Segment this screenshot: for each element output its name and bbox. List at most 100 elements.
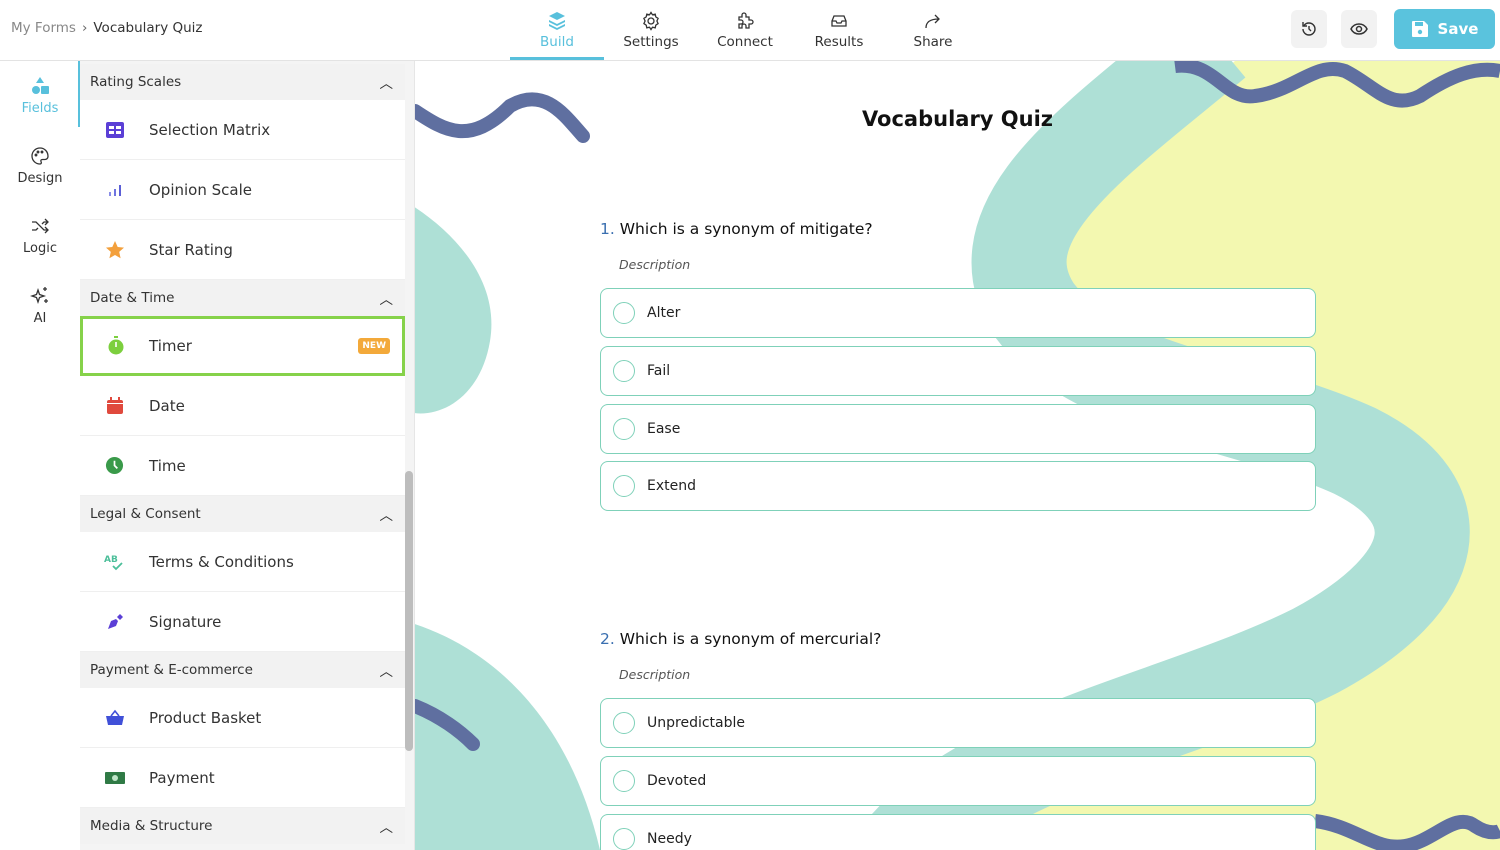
question-number: 2. [600,630,615,648]
share-icon [925,14,940,28]
option-unpredictable[interactable]: Unpredictable [600,698,1316,748]
rail-design[interactable]: Design [0,131,80,201]
rail-logic[interactable]: Logic [0,201,80,271]
field-opinion-scale[interactable]: Opinion Scale [80,160,405,220]
field-label: Date [149,396,185,415]
tab-connect[interactable]: Connect [698,0,792,60]
field-signature[interactable]: Signature [80,592,405,652]
section-payment-ecommerce[interactable]: Payment & E-commerce ︿ [80,652,405,688]
shapes-icon [32,77,49,94]
section-date-time[interactable]: Date & Time ︿ [80,280,405,316]
rail-ai[interactable]: AI [0,271,80,341]
breadcrumb: My Forms › Vocabulary Quiz [11,20,203,36]
bar-chart-icon [108,184,121,196]
option-label: Devoted [647,773,707,789]
field-selection-matrix[interactable]: Selection Matrix [80,100,405,160]
section-media-structure[interactable]: Media & Structure ︿ [80,808,405,844]
radio-button[interactable] [613,475,635,497]
section-title: Rating Scales [90,74,182,90]
radio-button[interactable] [613,360,635,382]
history-button[interactable] [1291,10,1327,48]
tab-results[interactable]: Results [792,0,886,60]
cash-icon [104,771,125,784]
form-title[interactable]: Vocabulary Quiz [861,107,1054,131]
chevron-up-icon[interactable]: ︿ [379,664,394,680]
field-payment[interactable]: Payment [80,748,405,808]
chevron-up-icon[interactable]: ︿ [379,76,394,92]
field-label: Product Basket [149,708,262,727]
tab-settings[interactable]: Settings [604,0,698,60]
option-fail[interactable]: Fail [600,346,1316,396]
tab-build[interactable]: Build [510,0,604,60]
field-product-basket[interactable]: Product Basket [80,688,405,748]
question-text: Which is a synonym of mitigate? [619,220,873,238]
inbox-icon [831,14,847,27]
gear-icon [643,10,659,31]
rail-label: Logic [23,241,57,256]
save-button[interactable]: Save [1394,9,1495,49]
question-1-title[interactable]: 1. Which is a synonym of mitigate? [600,220,873,238]
field-timer[interactable]: Timer NEW [80,316,405,376]
basket-icon [105,709,124,725]
section-rating-scales[interactable]: Rating Scales ︿ [80,64,405,100]
field-label: Selection Matrix [149,120,271,139]
top-bar: My Forms › Vocabulary Quiz Build Settings … [0,0,1500,61]
grid-icon [105,121,124,138]
chevron-up-icon[interactable]: ︿ [379,820,394,836]
tab-label: Settings [623,33,679,50]
question-text: Which is a synonym of mercurial? [619,630,882,648]
fields-panel: Rating Scales ︿ Selection Matrix Opinion … [80,61,415,850]
option-extend[interactable]: Extend [600,461,1316,511]
radio-button[interactable] [613,712,635,734]
background-decoration [415,61,1500,850]
radio-button[interactable] [613,418,635,440]
option-ease[interactable]: Ease [600,404,1316,454]
palette-icon [31,147,49,165]
history-icon [1302,22,1316,36]
chevron-up-icon[interactable]: ︿ [379,292,394,308]
question-1-description[interactable]: Description [619,257,691,272]
field-time[interactable]: Time [80,436,405,496]
option-label: Needy [647,831,692,847]
spellcheck-icon: AB [104,555,123,570]
question-2-title[interactable]: 2. Which is a synonym of mercurial? [600,630,881,648]
rail-active-indicator [78,61,81,127]
field-star-rating[interactable]: Star Rating [80,220,405,280]
field-date[interactable]: Date [80,376,405,436]
tab-label: Results [814,33,864,50]
stopwatch-icon [108,336,124,355]
option-devoted[interactable]: Devoted [600,756,1316,806]
field-label: Payment [149,768,215,787]
breadcrumb-my-forms[interactable]: My Forms [11,20,76,36]
rail-label: Design [17,171,63,186]
option-needy[interactable]: Needy [600,814,1316,850]
pen-nib-icon [107,613,123,629]
main-tabs: Build Settings Connect Results Share [510,0,980,60]
question-2-description[interactable]: Description [619,667,691,682]
new-badge: NEW [358,338,390,354]
puzzle-icon [738,11,754,29]
option-alter[interactable]: Alter [600,288,1316,338]
rail-label: Fields [21,101,59,116]
radio-button[interactable] [613,770,635,792]
radio-button[interactable] [613,302,635,324]
tab-share[interactable]: Share [886,0,980,60]
field-terms-conditions[interactable]: AB Terms & Conditions [80,532,405,592]
save-label: Save [1437,20,1479,38]
calendar-icon [106,396,123,414]
field-label: Opinion Scale [149,180,252,199]
layers-icon [549,11,565,30]
radio-button[interactable] [613,828,635,850]
chevron-up-icon[interactable]: ︿ [379,508,394,524]
form-canvas: Vocabulary Quiz 1. Which is a synonym of… [415,61,1500,850]
clock-icon [105,456,124,475]
panel-scrollbar[interactable] [405,471,413,751]
sparkles-icon [30,287,48,305]
section-legal-consent[interactable]: Legal & Consent ︿ [80,496,405,532]
rail-fields[interactable]: Fields [0,61,80,131]
preview-button[interactable] [1341,10,1377,48]
option-label: Extend [647,478,696,494]
breadcrumb-current: Vocabulary Quiz [93,20,203,36]
star-icon [105,240,124,258]
eye-icon [1350,23,1368,35]
